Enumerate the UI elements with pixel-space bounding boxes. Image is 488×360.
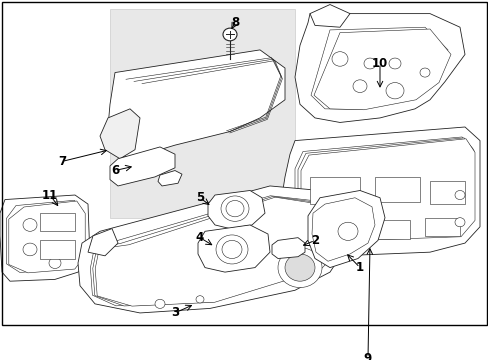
Circle shape — [49, 258, 61, 269]
Circle shape — [23, 219, 37, 231]
Circle shape — [388, 58, 400, 69]
Text: 8: 8 — [230, 16, 239, 29]
Circle shape — [337, 222, 357, 240]
Polygon shape — [310, 27, 447, 109]
Text: 5: 5 — [196, 191, 203, 204]
Polygon shape — [294, 137, 472, 241]
Polygon shape — [207, 190, 264, 229]
Bar — [40, 240, 75, 258]
Polygon shape — [274, 213, 297, 245]
Text: 9: 9 — [363, 352, 371, 360]
Text: 4: 4 — [196, 231, 203, 244]
Circle shape — [222, 240, 242, 258]
Bar — [424, 218, 459, 236]
Polygon shape — [280, 127, 479, 256]
Polygon shape — [6, 200, 83, 273]
Circle shape — [363, 58, 375, 69]
Polygon shape — [110, 9, 294, 218]
Bar — [374, 177, 419, 202]
Polygon shape — [88, 229, 118, 256]
Polygon shape — [307, 190, 384, 267]
Circle shape — [196, 296, 203, 303]
Circle shape — [454, 218, 464, 227]
Polygon shape — [90, 196, 338, 306]
Circle shape — [155, 299, 164, 309]
Circle shape — [352, 80, 366, 93]
Polygon shape — [93, 197, 339, 306]
Polygon shape — [297, 138, 473, 241]
Circle shape — [419, 68, 429, 77]
Bar — [369, 220, 409, 239]
Polygon shape — [95, 197, 340, 306]
Circle shape — [23, 243, 37, 256]
Circle shape — [278, 248, 321, 288]
Polygon shape — [158, 171, 182, 186]
Circle shape — [223, 28, 237, 41]
Circle shape — [454, 190, 464, 199]
Text: 1: 1 — [355, 261, 364, 274]
Circle shape — [285, 254, 314, 281]
Polygon shape — [9, 201, 85, 273]
Polygon shape — [78, 186, 347, 313]
Polygon shape — [0, 195, 90, 281]
Circle shape — [385, 82, 403, 99]
Polygon shape — [110, 147, 175, 186]
Polygon shape — [313, 29, 450, 110]
Polygon shape — [198, 225, 269, 272]
Polygon shape — [311, 198, 374, 261]
Polygon shape — [108, 50, 285, 159]
Polygon shape — [271, 238, 305, 258]
Text: 7: 7 — [58, 155, 66, 168]
Polygon shape — [294, 14, 464, 122]
Circle shape — [221, 196, 248, 221]
Text: 11: 11 — [42, 189, 58, 202]
Circle shape — [225, 201, 244, 217]
Bar — [429, 181, 464, 204]
Text: 6: 6 — [111, 164, 119, 177]
Bar — [40, 213, 75, 231]
Polygon shape — [309, 5, 349, 27]
Circle shape — [216, 235, 247, 264]
Polygon shape — [100, 109, 140, 159]
Bar — [309, 177, 359, 204]
Text: 10: 10 — [371, 57, 387, 70]
Text: 2: 2 — [310, 234, 318, 247]
Bar — [309, 218, 354, 240]
Text: 3: 3 — [171, 306, 179, 319]
Circle shape — [331, 52, 347, 66]
Polygon shape — [301, 139, 474, 242]
